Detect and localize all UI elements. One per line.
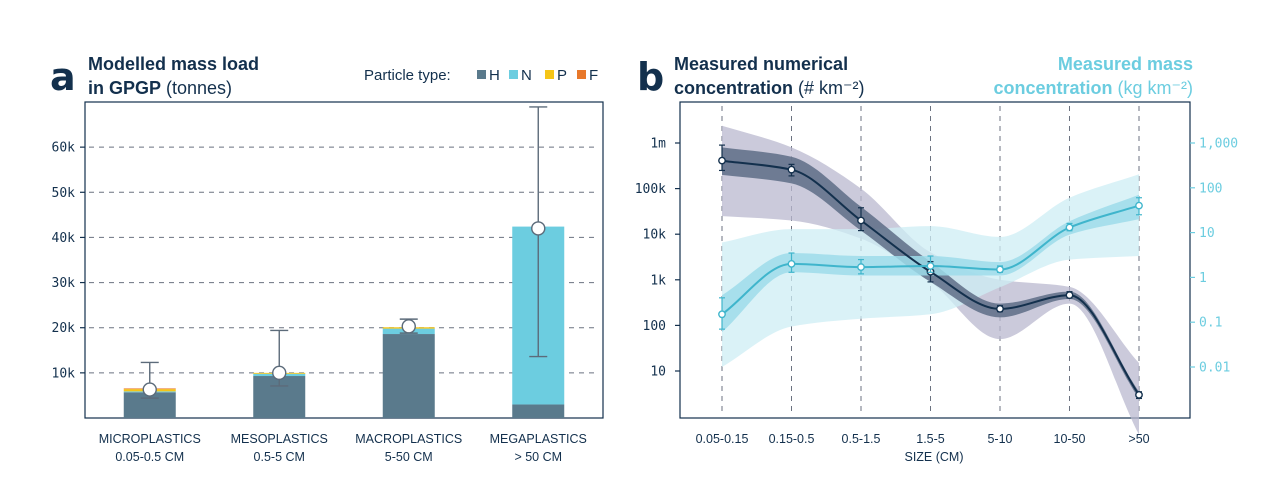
panel-b-category-label: 0.15-0.5 — [769, 432, 815, 446]
panel-b-right-tick-label: 0.1 — [1199, 316, 1222, 331]
panel-a-yticks: 10k 20k 30k 40k 50k 60k — [52, 141, 85, 381]
category-label-line2: 0.05-0.5 CM — [115, 450, 184, 464]
series-point-mass — [787, 260, 796, 268]
panel-b-left-title-line1: Measured numerical — [674, 54, 848, 74]
panel-a-title-line1: Modelled mass load — [88, 54, 259, 74]
category-label-line2: 5-50 CM — [385, 450, 433, 464]
legend-title: Particle type: — [364, 67, 451, 84]
panel-a-ytick-label: 10k — [52, 366, 76, 381]
panel-b-left-tick-label: 10 — [650, 365, 666, 380]
series-point-numerical — [996, 305, 1004, 313]
panel-b-left-tick-label: 10k — [643, 228, 667, 243]
panel-a-title-bold: in GPGP — [88, 78, 161, 98]
category-label-line1: MEGAPLASTICS — [490, 432, 587, 446]
category-label-line1: MACROPLASTICS — [355, 432, 462, 446]
series-point-numerical — [857, 216, 865, 225]
panel-a-title-unit: (tonnes) — [166, 78, 232, 98]
category-label-line1: MESOPLASTICS — [231, 432, 328, 446]
category-label-line2: > 50 CM — [514, 450, 562, 464]
panel-b-frame — [679, 101, 1191, 419]
panel-a-letter: a — [50, 55, 76, 99]
panel-a: a Modelled mass load in GPGP (tonnes) Par… — [50, 54, 604, 464]
panel-b-xlabel: SIZE (CM) — [904, 450, 963, 464]
category-label-line1: MICROPLASTICS — [99, 432, 201, 446]
legend-label-N: N — [521, 67, 532, 84]
panel-b-left-title-bold: concentration — [674, 78, 793, 98]
panel-b-categories: 0.05-0.15 0.15-0.5 0.5-1.5 1.5-5 5-10 10-50 >5… — [696, 432, 1150, 446]
legend-swatch-N — [509, 70, 518, 79]
series-point-mass — [926, 262, 935, 270]
series-point-numerical — [718, 156, 726, 165]
panel-b-category-label: 0.05-0.15 — [696, 432, 749, 446]
estimate-point — [142, 382, 157, 397]
panel-b-left-tick-label: 1m — [650, 137, 666, 152]
panel-b-category-label: >50 — [1128, 432, 1149, 446]
panel-a-categories: MICROPLASTICS 0.05-0.5 CM MESOPLASTICS 0.5-… — [99, 432, 587, 464]
panel-a-ytick-label: 20k — [52, 321, 76, 336]
panel-a-title-line2: in GPGP (tonnes) — [88, 78, 232, 98]
panel-a-ytick-label: 60k — [52, 141, 76, 156]
panel-b-category-label: 10-50 — [1054, 432, 1086, 446]
panel-b-right-title-line1: Measured mass — [1058, 54, 1193, 74]
legend-label-F: F — [589, 67, 598, 84]
panel-b-letter: b — [637, 55, 664, 99]
series-point-mass — [857, 263, 865, 271]
panel-b-category-label: 5-10 — [987, 432, 1012, 446]
bar-segment-H — [382, 334, 435, 418]
panel-a-bars — [123, 106, 565, 418]
panel-b-right-tick-label: 100 — [1199, 181, 1222, 196]
series-point-mass — [1065, 223, 1074, 232]
legend-label-H: H — [489, 67, 500, 84]
estimate-point — [272, 365, 287, 381]
series-point-numerical — [1065, 291, 1074, 300]
bar-segment-H — [512, 404, 565, 418]
series-point-numerical — [1135, 390, 1143, 399]
panel-a-ytick-label: 50k — [52, 186, 76, 201]
series-point-mass — [996, 265, 1004, 274]
panel-b-right-tick-label: 1 — [1199, 271, 1207, 286]
estimate-point — [401, 319, 416, 334]
panel-b-lines — [718, 144, 1143, 400]
panel-b-right-title-unit: (kg km⁻²) — [1118, 78, 1194, 98]
legend-swatch-H — [477, 70, 486, 79]
series-point-mass — [718, 310, 726, 319]
panel-b-right-tick-label: 1,000 — [1199, 137, 1238, 152]
panel-b-right-title-line2: concentration (kg km⁻²) — [993, 78, 1193, 98]
estimate-point — [531, 221, 546, 236]
panel-b-category-label: 1.5-5 — [916, 432, 945, 446]
panel-b-right-tick-label: 0.01 — [1199, 361, 1230, 376]
panel-b-right-tick-label: 10 — [1199, 226, 1215, 241]
panel-b-left-tick-label: 100k — [635, 182, 666, 197]
panel-b-category-label: 0.5-1.5 — [842, 432, 881, 446]
panel-a-ytick-label: 30k — [52, 276, 76, 291]
top-banner — [150, 0, 590, 14]
panel-a-frame — [84, 101, 604, 419]
panel-a-ytick-label: 40k — [52, 231, 76, 246]
legend-label-P: P — [557, 67, 567, 84]
panel-b-left-tick-label: 100 — [643, 319, 666, 334]
panel-b: b Measured numerical concentration (# km⁻… — [635, 54, 1238, 464]
legend-swatch-F — [577, 70, 586, 79]
panel-b-left-title-unit: (# km⁻²) — [798, 78, 865, 98]
panel-b-left-title-line2: concentration (# km⁻²) — [674, 78, 865, 98]
panel-b-yticks: 10 100 1k 10k 100k 1m 0.01 0.1 1 10 100 1,000 — [635, 137, 1238, 380]
panel-b-right-title-bold: concentration — [993, 78, 1112, 98]
legend-swatch-P — [545, 70, 554, 79]
series-point-numerical — [787, 165, 796, 174]
category-label-line2: 0.5-5 CM — [254, 450, 305, 464]
panel-b-left-tick-label: 1k — [650, 273, 666, 288]
series-point-mass — [1135, 201, 1143, 210]
